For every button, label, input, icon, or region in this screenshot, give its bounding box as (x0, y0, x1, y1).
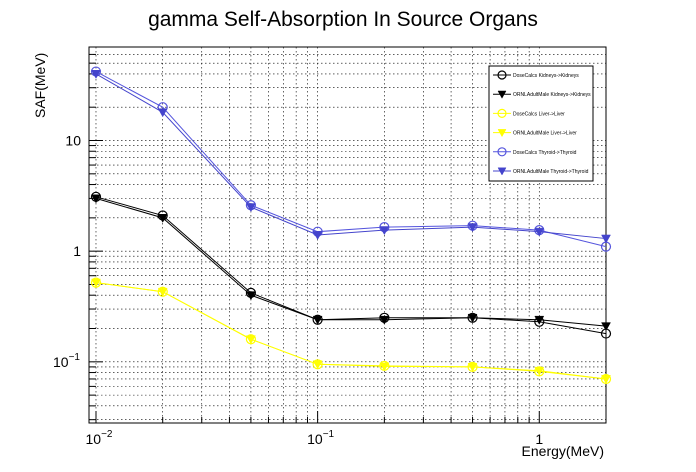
legend-entry: ORNLAdultMale Liver->Liver (493, 129, 577, 138)
legend-label: ORNLAdultMale Thyroid->Thyroid (513, 169, 589, 175)
series-line (95, 73, 607, 240)
data-point (312, 231, 323, 241)
y-tick-label-base: 10 (65, 133, 81, 149)
y-tick-label: 10−1 (53, 352, 80, 370)
data-point (379, 226, 390, 236)
y-tick-label-base: 10 (53, 354, 69, 370)
x-axis-label: Energy(MeV) (522, 443, 604, 459)
x-tick-label-exponent: −2 (101, 429, 113, 440)
series-5 (91, 70, 611, 244)
legend-entry: ORNLAdultMale Kidneys->Kidneys (493, 90, 591, 99)
legend-entry: DoseCalcs Thyroid->Thyroid (493, 147, 577, 157)
data-point (157, 214, 168, 223)
data-point (467, 363, 478, 372)
y-tick-label: 10 (65, 133, 81, 149)
y-axis-label: SAF(MeV) (32, 53, 48, 118)
legend-label: DoseCalcs Kidneys->Kidneys (513, 73, 579, 79)
series-line (95, 71, 607, 248)
series-1 (91, 194, 611, 332)
series-line (95, 196, 607, 335)
x-tick-label-base: 1 (535, 431, 543, 447)
legend-box (488, 65, 594, 182)
legend-entry: ORNLAdultMale Thyroid->Thyroid (493, 167, 589, 176)
data-point (245, 335, 256, 345)
data-point (467, 223, 478, 233)
series-0 (90, 191, 612, 339)
series-3 (91, 278, 611, 384)
legend-entry: DoseCalcs Liver->Liver (493, 108, 565, 119)
data-point (379, 362, 390, 372)
data-point (534, 366, 545, 376)
data-point (245, 291, 256, 301)
legend-label: ORNLAdultMale Kidneys->Kidneys (513, 92, 591, 98)
x-tick-label: 10−1 (307, 429, 334, 447)
legend-label: DoseCalcs Liver->Liver (513, 111, 565, 117)
series-line (95, 197, 607, 327)
legend-marker (497, 90, 507, 99)
legend-marker (497, 70, 507, 80)
data-point (245, 203, 256, 213)
y-tick-label: 1 (73, 243, 81, 259)
x-tick-label-base: 10 (307, 431, 323, 447)
data-point (312, 360, 323, 370)
legend: DoseCalcs Kidneys->Kidneys ORNLAdultMale … (488, 65, 594, 182)
legend-entry: DoseCalcs Kidneys->Kidneys (493, 70, 579, 80)
data-point (534, 227, 545, 237)
chart-title: gamma Self-Absorption In Source Organs (148, 8, 538, 31)
x-tick-label-base: 10 (85, 431, 101, 447)
y-tick-label-base: 1 (73, 243, 81, 259)
data-point (534, 315, 545, 325)
legend-marker (497, 108, 507, 119)
series-2 (90, 277, 612, 385)
legend-label: ORNLAdultMale Liver->Liver (513, 131, 577, 137)
data-point (601, 234, 611, 244)
data-point (601, 375, 611, 384)
data-point (157, 108, 168, 118)
series-line (95, 282, 607, 380)
data-point (91, 194, 101, 204)
x-tick-label: 1 (535, 431, 543, 447)
legend-marker (497, 129, 507, 138)
y-tick-label-exponent: −1 (69, 352, 81, 363)
legend-marker (497, 147, 507, 157)
data-point (312, 315, 323, 325)
data-point (379, 315, 390, 325)
data-series (90, 66, 612, 385)
data-point (601, 322, 611, 332)
legend-label: DoseCalcs Thyroid->Thyroid (513, 150, 577, 156)
x-tick-label-exponent: −1 (323, 429, 335, 440)
legend-marker (497, 167, 507, 176)
data-point (467, 313, 478, 323)
data-point (91, 278, 101, 288)
data-point (157, 287, 168, 297)
data-point (91, 70, 101, 79)
x-tick-label: 10−2 (85, 429, 112, 447)
